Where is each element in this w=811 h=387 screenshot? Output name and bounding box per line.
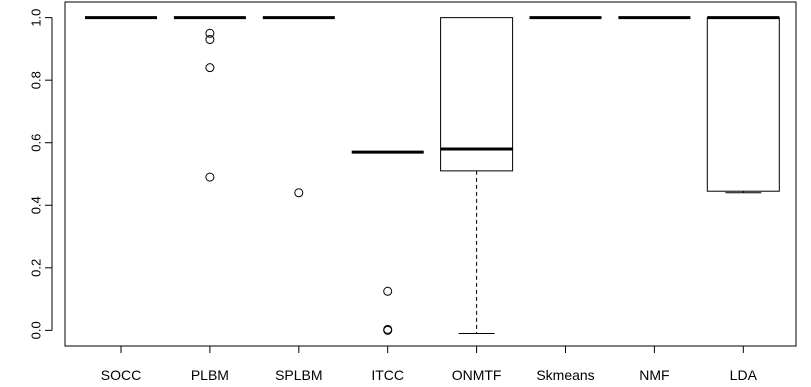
box-itcc — [351, 150, 424, 335]
x-tick-label: LDA — [730, 367, 758, 383]
x-tick-label: Skmeans — [536, 367, 594, 383]
x-tick-label: ONMTF — [452, 367, 502, 383]
y-axis: 0.0 0.2 0.4 0.6 0.8 1.0 — [29, 9, 53, 339]
x-tick-label: SPLBM — [275, 367, 322, 383]
box-plbm — [173, 16, 246, 182]
plot-frame — [64, 1, 797, 347]
y-tick-label: 0.4 — [29, 196, 44, 214]
outlier-point — [205, 63, 215, 73]
outlier-point — [383, 286, 393, 296]
outlier-point — [294, 188, 304, 198]
y-tick-label: 0.6 — [29, 134, 44, 152]
y-tick-label: 0.2 — [29, 259, 44, 277]
outlier-point — [383, 325, 393, 335]
x-tick-label: PLBM — [191, 367, 229, 383]
x-tick-label: ITCC — [371, 367, 404, 383]
box-lda — [706, 16, 780, 194]
y-tick-label: 0.0 — [29, 321, 44, 339]
outlier-point — [205, 172, 215, 182]
outlier-point — [205, 28, 215, 38]
box-series — [85, 16, 780, 335]
y-tick-label: 1.0 — [29, 9, 44, 27]
y-tick-label: 0.8 — [29, 71, 44, 89]
box-onmtf — [440, 17, 514, 334]
x-axis: SOCC PLBM SPLBM ITCC ONMTF Skmeans NMF LDA — [101, 345, 758, 383]
x-tick-label: SOCC — [101, 367, 141, 383]
box-iqr — [706, 17, 780, 192]
box-splbm — [262, 16, 335, 198]
outlier-point — [205, 35, 215, 45]
x-tick-label: NMF — [639, 367, 669, 383]
